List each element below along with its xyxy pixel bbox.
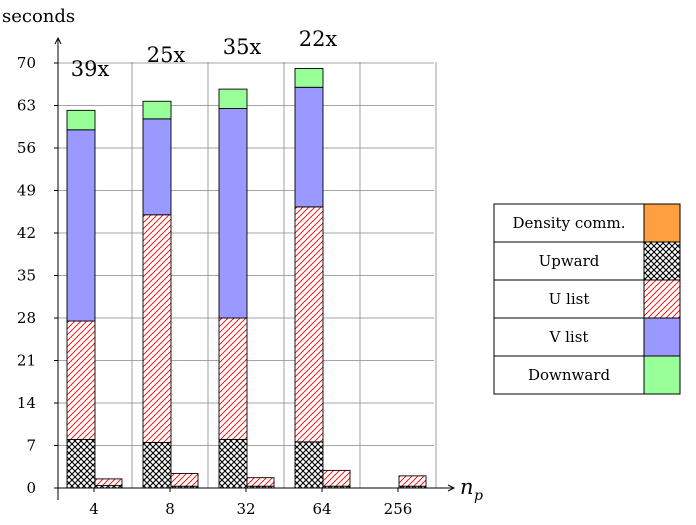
- x-tick-label: 4: [89, 500, 99, 518]
- bar-32-left-downward: [218, 88, 248, 109]
- bar-8-left-v-list: [142, 118, 172, 216]
- y-tick-label: 21: [17, 352, 36, 370]
- x-tick-label: 32: [236, 500, 255, 518]
- legend-swatch-downward: [643, 355, 681, 395]
- y-axis-title: seconds: [2, 6, 75, 27]
- bar-32-left-upward: [218, 438, 248, 489]
- speedup-annotations: 39x 25x 35x 22x: [71, 27, 338, 81]
- legend-cell-u-list: [493, 279, 645, 319]
- bar-4-right-u-list: [94, 478, 123, 487]
- legend-label-v-list: V list: [549, 328, 589, 346]
- bar-8-left-upward: [142, 442, 172, 489]
- speedup-label-8: 25x: [147, 43, 186, 67]
- legend-cell-upward: [493, 241, 645, 281]
- bar-64-right-u-list: [322, 469, 351, 487]
- y-tick-label: 70: [17, 54, 36, 72]
- legend-cell-downward: [493, 355, 645, 395]
- y-tick-label: 28: [17, 309, 36, 327]
- bar-64-left-v-list: [294, 86, 324, 208]
- bar-32-left-u-list: [218, 317, 248, 440]
- bar-256-right-u-list: [398, 475, 427, 487]
- x-axis-title-subscript: p: [474, 488, 483, 504]
- legend-swatch-upward: [643, 241, 681, 281]
- speedup-label-64: 22x: [299, 27, 338, 51]
- legend-label-upward: Upward: [539, 252, 600, 270]
- legend-cell-density-comm: [493, 203, 645, 243]
- x-axis-title: n: [460, 475, 474, 499]
- bar-8-left-downward: [142, 100, 172, 120]
- legend-swatch-v-list: [643, 317, 681, 357]
- bar-64-left-downward: [294, 68, 324, 88]
- y-tick-label: 56: [17, 139, 36, 157]
- x-tick-label: 256: [384, 500, 413, 518]
- bar-32-left-v-list: [218, 108, 248, 319]
- bar-8-left-u-list: [142, 214, 172, 443]
- x-tick-label: 8: [165, 500, 175, 518]
- y-tick-label: 42: [17, 224, 36, 242]
- y-tick-label: 0: [26, 479, 36, 497]
- bar-64-left-u-list: [294, 206, 324, 443]
- x-axis-arrow: [447, 484, 456, 492]
- legend-label-u-list: U list: [549, 290, 590, 308]
- legend-label-density-comm: Density comm.: [513, 214, 626, 232]
- y-axis-arrow: [54, 36, 62, 45]
- x-tick-label: 64: [312, 500, 331, 518]
- legend-swatch-u-list: [643, 279, 681, 319]
- y-tick-label: 14: [17, 394, 36, 412]
- axes: 0 7 14 21 28 35 42 49 56 63 70 4 8 32 64 256 seconds n p: [2, 6, 483, 518]
- speedup-label-4: 39x: [71, 57, 110, 81]
- y-tick-label: 49: [17, 182, 36, 200]
- bar-4-left-downward: [66, 109, 96, 131]
- legend-swatch-density-comm: [643, 203, 681, 243]
- speedup-label-32: 35x: [223, 35, 262, 59]
- bar-64-left-upward: [294, 441, 324, 489]
- bar-8-right-u-list: [170, 472, 199, 487]
- bar-4-left-u-list: [66, 320, 96, 440]
- bar-4-left-v-list: [66, 129, 96, 322]
- bar-4-left-upward: [66, 438, 96, 489]
- bars: [66, 68, 427, 489]
- y-tick-label: 63: [17, 97, 36, 115]
- y-tick-label: 35: [17, 267, 36, 285]
- bar-32-right-u-list: [246, 477, 275, 487]
- legend-label-downward: Downward: [528, 366, 611, 384]
- y-tick-label: 7: [26, 437, 36, 455]
- legend-cell-v-list: [493, 317, 645, 357]
- legend: Density comm. Upward U list V list Downward: [493, 203, 681, 395]
